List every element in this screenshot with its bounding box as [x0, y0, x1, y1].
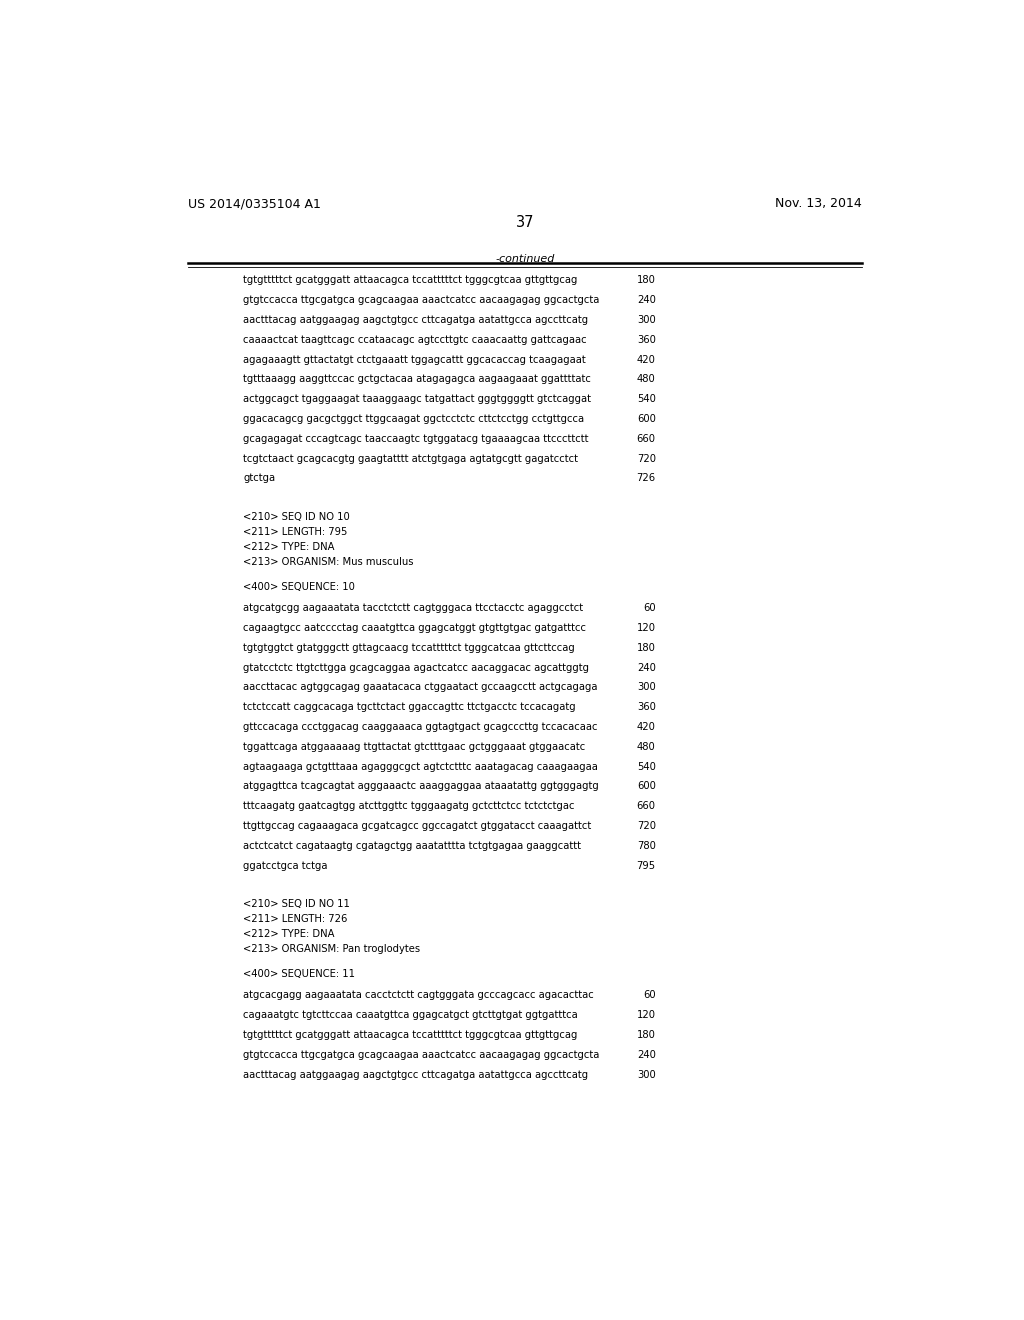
Text: 795: 795	[637, 861, 655, 871]
Text: 180: 180	[637, 643, 655, 652]
Text: cagaaatgtc tgtcttccaa caaatgttca ggagcatgct gtcttgtgat ggtgatttca: cagaaatgtc tgtcttccaa caaatgttca ggagcat…	[243, 1010, 578, 1020]
Text: 600: 600	[637, 414, 655, 424]
Text: 180: 180	[637, 276, 655, 285]
Text: aactttacag aatggaagag aagctgtgcc cttcagatga aatattgcca agccttcatg: aactttacag aatggaagag aagctgtgcc cttcaga…	[243, 315, 588, 325]
Text: ggacacagcg gacgctggct ttggcaagat ggctcctctc cttctcctgg cctgttgcca: ggacacagcg gacgctggct ttggcaagat ggctcct…	[243, 414, 585, 424]
Text: gtatcctctc ttgtcttgga gcagcaggaa agactcatcc aacaggacac agcattggtg: gtatcctctc ttgtcttgga gcagcaggaa agactca…	[243, 663, 589, 672]
Text: agagaaagtt gttactatgt ctctgaaatt tggagcattt ggcacaccag tcaagagaat: agagaaagtt gttactatgt ctctgaaatt tggagca…	[243, 355, 586, 364]
Text: <400> SEQUENCE: 10: <400> SEQUENCE: 10	[243, 582, 355, 591]
Text: <210> SEQ ID NO 10: <210> SEQ ID NO 10	[243, 512, 350, 521]
Text: 540: 540	[637, 395, 655, 404]
Text: 37: 37	[515, 215, 535, 230]
Text: 240: 240	[637, 663, 655, 672]
Text: atggagttca tcagcagtat agggaaactc aaaggaggaa ataaatattg ggtgggagtg: atggagttca tcagcagtat agggaaactc aaaggag…	[243, 781, 599, 792]
Text: gcagagagat cccagtcagc taaccaagtc tgtggatacg tgaaaagcaa ttcccttctt: gcagagagat cccagtcagc taaccaagtc tgtggat…	[243, 434, 589, 444]
Text: gtgtccacca ttgcgatgca gcagcaagaa aaactcatcc aacaagagag ggcactgcta: gtgtccacca ttgcgatgca gcagcaagaa aaactca…	[243, 296, 599, 305]
Text: <213> ORGANISM: Pan troglodytes: <213> ORGANISM: Pan troglodytes	[243, 944, 420, 954]
Text: gtgtccacca ttgcgatgca gcagcaagaa aaactcatcc aacaagagag ggcactgcta: gtgtccacca ttgcgatgca gcagcaagaa aaactca…	[243, 1049, 599, 1060]
Text: aactttacag aatggaagag aagctgtgcc cttcagatga aatattgcca agccttcatg: aactttacag aatggaagag aagctgtgcc cttcaga…	[243, 1069, 588, 1080]
Text: agtaagaaga gctgtttaaa agagggcgct agtctctttc aaatagacag caaagaagaa: agtaagaaga gctgtttaaa agagggcgct agtctct…	[243, 762, 598, 772]
Text: 120: 120	[637, 1010, 655, 1020]
Text: 60: 60	[643, 990, 655, 1001]
Text: 660: 660	[637, 434, 655, 444]
Text: 726: 726	[637, 474, 655, 483]
Text: atgcacgagg aagaaatata cacctctctt cagtgggata gcccagcacc agacacttac: atgcacgagg aagaaatata cacctctctt cagtggg…	[243, 990, 594, 1001]
Text: tttcaagatg gaatcagtgg atcttggttc tgggaagatg gctcttctcc tctctctgac: tttcaagatg gaatcagtgg atcttggttc tgggaag…	[243, 801, 574, 812]
Text: 780: 780	[637, 841, 655, 851]
Text: 300: 300	[637, 1069, 655, 1080]
Text: cagaagtgcc aatcccctag caaatgttca ggagcatggt gtgttgtgac gatgatttcc: cagaagtgcc aatcccctag caaatgttca ggagcat…	[243, 623, 586, 632]
Text: Nov. 13, 2014: Nov. 13, 2014	[775, 197, 862, 210]
Text: ggatcctgca tctga: ggatcctgca tctga	[243, 861, 328, 871]
Text: 120: 120	[637, 623, 655, 632]
Text: 540: 540	[637, 762, 655, 772]
Text: ttgttgccag cagaaagaca gcgatcagcc ggccagatct gtggatacct caaagattct: ttgttgccag cagaaagaca gcgatcagcc ggccaga…	[243, 821, 591, 832]
Text: <210> SEQ ID NO 11: <210> SEQ ID NO 11	[243, 899, 350, 909]
Text: tctctccatt caggcacaga tgcttctact ggaccagttc ttctgacctc tccacagatg: tctctccatt caggcacaga tgcttctact ggaccag…	[243, 702, 575, 713]
Text: 360: 360	[637, 335, 655, 345]
Text: 420: 420	[637, 355, 655, 364]
Text: gtctga: gtctga	[243, 474, 275, 483]
Text: tcgtctaact gcagcacgtg gaagtatttt atctgtgaga agtatgcgtt gagatcctct: tcgtctaact gcagcacgtg gaagtatttt atctgtg…	[243, 454, 579, 463]
Text: 480: 480	[637, 742, 655, 752]
Text: actggcagct tgaggaagat taaaggaagc tatgattact gggtggggtt gtctcaggat: actggcagct tgaggaagat taaaggaagc tatgatt…	[243, 395, 591, 404]
Text: 60: 60	[643, 603, 655, 612]
Text: actctcatct cagataagtg cgatagctgg aaatatttta tctgtgagaa gaaggcattt: actctcatct cagataagtg cgatagctgg aaatatt…	[243, 841, 581, 851]
Text: 600: 600	[637, 781, 655, 792]
Text: 300: 300	[637, 682, 655, 693]
Text: tgtgtttttct gcatgggatt attaacagca tccatttttct tgggcgtcaa gttgttgcag: tgtgtttttct gcatgggatt attaacagca tccatt…	[243, 276, 578, 285]
Text: aaccttacac agtggcagag gaaatacaca ctggaatact gccaagcctt actgcagaga: aaccttacac agtggcagag gaaatacaca ctggaat…	[243, 682, 598, 693]
Text: <400> SEQUENCE: 11: <400> SEQUENCE: 11	[243, 969, 355, 979]
Text: atgcatgcgg aagaaatata tacctctctt cagtgggaca ttcctacctc agaggcctct: atgcatgcgg aagaaatata tacctctctt cagtggg…	[243, 603, 584, 612]
Text: 420: 420	[637, 722, 655, 733]
Text: tgtgtggtct gtatgggctt gttagcaacg tccatttttct tgggcatcaa gttcttccag: tgtgtggtct gtatgggctt gttagcaacg tccattt…	[243, 643, 574, 652]
Text: 660: 660	[637, 801, 655, 812]
Text: <211> LENGTH: 795: <211> LENGTH: 795	[243, 527, 347, 537]
Text: US 2014/0335104 A1: US 2014/0335104 A1	[187, 197, 321, 210]
Text: 360: 360	[637, 702, 655, 713]
Text: 240: 240	[637, 1049, 655, 1060]
Text: 480: 480	[637, 375, 655, 384]
Text: tgtgtttttct gcatgggatt attaacagca tccatttttct tgggcgtcaa gttgttgcag: tgtgtttttct gcatgggatt attaacagca tccatt…	[243, 1030, 578, 1040]
Text: <212> TYPE: DNA: <212> TYPE: DNA	[243, 541, 335, 552]
Text: 720: 720	[637, 821, 655, 832]
Text: <211> LENGTH: 726: <211> LENGTH: 726	[243, 913, 347, 924]
Text: <213> ORGANISM: Mus musculus: <213> ORGANISM: Mus musculus	[243, 557, 414, 566]
Text: tggattcaga atggaaaaag ttgttactat gtctttgaac gctgggaaat gtggaacatc: tggattcaga atggaaaaag ttgttactat gtctttg…	[243, 742, 586, 752]
Text: -continued: -continued	[496, 253, 554, 264]
Text: 300: 300	[637, 315, 655, 325]
Text: 180: 180	[637, 1030, 655, 1040]
Text: caaaactcat taagttcagc ccataacagc agtccttgtc caaacaattg gattcagaac: caaaactcat taagttcagc ccataacagc agtcctt…	[243, 335, 587, 345]
Text: gttccacaga ccctggacag caaggaaaca ggtagtgact gcagcccttg tccacacaac: gttccacaga ccctggacag caaggaaaca ggtagtg…	[243, 722, 598, 733]
Text: tgtttaaagg aaggttccac gctgctacaa atagagagca aagaagaaat ggattttatc: tgtttaaagg aaggttccac gctgctacaa atagaga…	[243, 375, 591, 384]
Text: 240: 240	[637, 296, 655, 305]
Text: <212> TYPE: DNA: <212> TYPE: DNA	[243, 929, 335, 939]
Text: 720: 720	[637, 454, 655, 463]
